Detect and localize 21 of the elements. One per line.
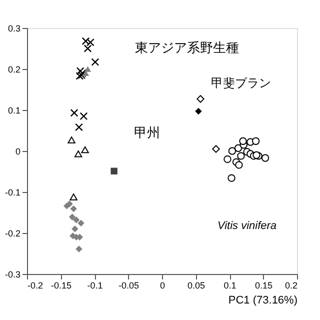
annotation: Vitis vinifera (217, 220, 277, 232)
x-tick-label: 0.05 (187, 280, 206, 290)
y-tick-label: -0.2 (4, 228, 20, 238)
x-tick-label: -0.1 (87, 280, 103, 290)
y-tick-label: -0.3 (4, 270, 20, 280)
x-tick-label: 0.15 (254, 280, 273, 290)
y-tick-label: 0.3 (8, 24, 20, 34)
x-tick-label: 0.2 (284, 280, 298, 290)
x-tick-label: 0.1 (224, 280, 236, 290)
annotation: 東アジア系野生種 (135, 40, 239, 55)
annotation: 甲州 (134, 125, 160, 140)
y-tick-label: 0.2 (8, 64, 20, 74)
y-tick-label: 0.1 (8, 106, 20, 116)
y-tick-label: 0 (15, 146, 20, 156)
x-tick-label: -0.15 (50, 280, 72, 290)
y-tick-label: -0.1 (4, 188, 20, 198)
x-tick-label: -0.05 (118, 280, 140, 290)
x-tick-label: 0 (160, 280, 166, 290)
x-axis-title: PC1 (73.16%) (228, 294, 298, 306)
annotation: 甲斐ブラン (211, 76, 271, 90)
x-tick-label: -0.2 (28, 280, 44, 290)
